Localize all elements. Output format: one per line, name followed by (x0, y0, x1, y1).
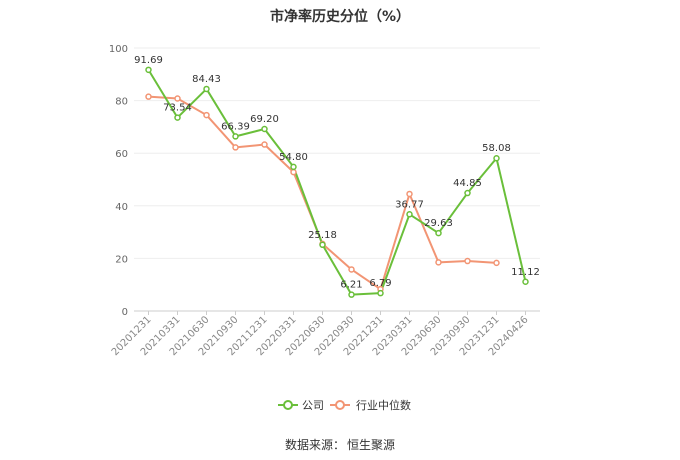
data-label: 69.20 (250, 114, 279, 125)
data-point (261, 141, 268, 148)
data-source: 数据来源： 恒生聚源 (0, 436, 680, 453)
data-label: 11.12 (511, 267, 540, 278)
series-line-0 (147, 69, 527, 296)
data-point (493, 154, 500, 162)
data-label: 36.77 (395, 199, 424, 210)
data-point (348, 291, 355, 298)
data-point (290, 163, 297, 171)
y-tick-label: 0 (122, 307, 128, 318)
series-line-1 (148, 95, 497, 291)
data-point (145, 93, 152, 100)
grid-lines (134, 47, 540, 312)
data-label: 91.69 (134, 55, 163, 66)
data-point (377, 289, 384, 297)
data-label: 6.21 (340, 280, 362, 291)
data-point (203, 85, 210, 93)
data-point (406, 211, 413, 218)
y-tick-label: 20 (115, 254, 128, 265)
data-label: 6.79 (369, 278, 391, 289)
y-tick-label: 100 (109, 44, 128, 55)
y-tick-label: 40 (115, 202, 128, 213)
data-point (435, 259, 442, 266)
y-tick-label: 80 (115, 97, 128, 108)
data-point (174, 114, 181, 121)
legend-item-company[interactable]: 公司 (278, 399, 324, 412)
data-point (174, 95, 181, 102)
legend-marker-company (283, 400, 293, 410)
data-point (232, 144, 239, 151)
data-point (203, 111, 210, 119)
chart-title: 市净率历史分位（%） (269, 9, 411, 25)
data-label: 73.54 (163, 103, 192, 114)
data-label: 25.18 (308, 230, 337, 241)
data-point (464, 189, 471, 197)
data-label: 58.08 (482, 143, 511, 154)
legend-marker-industry-median (335, 400, 345, 410)
legend-label-industry-median: 行业中位数 (356, 398, 411, 412)
data-label: 66.39 (221, 121, 250, 132)
series-points (145, 66, 529, 298)
data-point (319, 241, 326, 249)
y-axis: 0 20 40 60 80 100 (109, 44, 128, 318)
legend-label-company: 公司 (302, 399, 324, 412)
data-point (261, 125, 268, 133)
legend-item-industry-median[interactable]: 行业中位数 (330, 398, 411, 412)
data-point (406, 190, 413, 198)
data-point (290, 168, 297, 176)
data-label: 44.85 (453, 178, 482, 189)
data-point (522, 278, 529, 286)
data-point (493, 259, 500, 267)
data-point (232, 133, 239, 140)
legend: 公司 行业中位数 (278, 398, 411, 412)
data-point (435, 229, 442, 237)
source-name: 恒生聚源 (347, 438, 396, 452)
data-point (348, 266, 355, 273)
x-axis: 2020123120210331202106302021093020211231… (110, 311, 531, 358)
data-point (145, 66, 152, 74)
source-label: 数据来源： (284, 438, 345, 452)
y-tick-label: 60 (115, 149, 128, 160)
data-label: 84.43 (192, 74, 221, 85)
data-label: 29.63 (424, 218, 453, 229)
data-point (464, 257, 471, 265)
data-label: 54.80 (279, 152, 308, 163)
